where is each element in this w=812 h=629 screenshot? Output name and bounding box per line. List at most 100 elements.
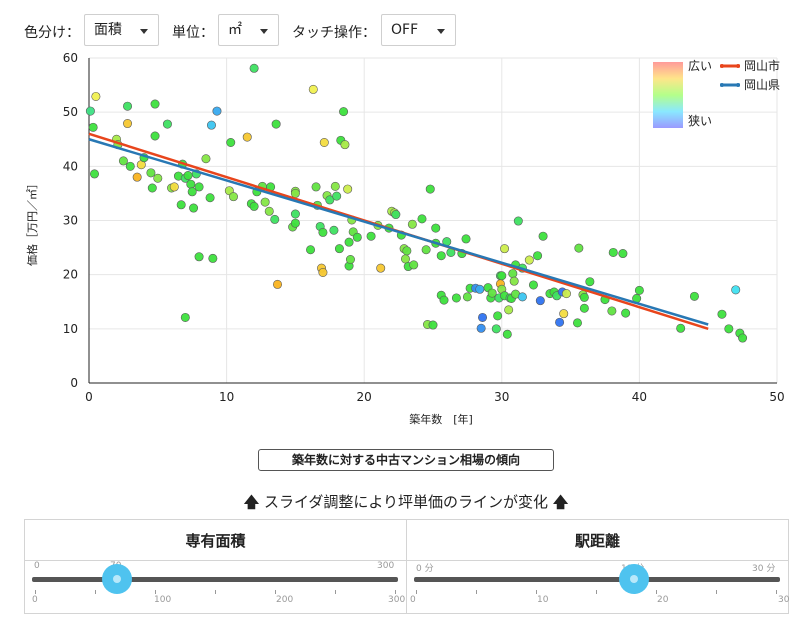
data-point [147, 183, 157, 193]
tick-mark [416, 590, 417, 594]
tick-mark [656, 590, 657, 594]
data-point [513, 216, 523, 226]
data-point [226, 138, 236, 148]
distance-slider-handle[interactable] [619, 564, 649, 594]
data-point [500, 244, 510, 254]
data-point [340, 140, 350, 150]
data-point [724, 324, 734, 334]
data-point [273, 279, 283, 289]
tick-mark [155, 590, 156, 594]
data-point [461, 234, 471, 244]
data-point [329, 225, 339, 235]
area-slider-title: 専有面積 [185, 532, 246, 550]
data-point [559, 309, 569, 319]
data-point [475, 284, 485, 294]
area-slider-track[interactable] [32, 577, 398, 582]
legend-marker-city [736, 64, 740, 68]
data-point [290, 188, 300, 198]
distance-slider-panel: 駅距離 [406, 519, 789, 614]
data-point [260, 197, 270, 207]
tick-labels: 0 10 20 30 40 50 0 10 20 30 40 50 60 [63, 51, 785, 404]
data-point [528, 280, 538, 290]
data-point [676, 323, 686, 333]
data-point [487, 288, 497, 298]
data-point [242, 132, 252, 142]
data-point [533, 251, 543, 261]
unit-select[interactable]: ㎡ [218, 14, 279, 46]
data-point [493, 311, 503, 321]
legend-scale-large: 広い [688, 59, 712, 73]
tick-mark [335, 590, 336, 594]
legend-scale-small: 狭い [688, 114, 712, 128]
legend: 広い 狭い 岡山市 岡山県 [653, 58, 780, 128]
data-point [502, 329, 512, 339]
distance-slider-title: 駅距離 [574, 532, 620, 550]
chevron-down-icon [260, 29, 268, 34]
touch-label: タッチ操作： [292, 25, 376, 41]
distance-range-min: 0 分 [416, 564, 434, 574]
data-point [451, 293, 461, 303]
distance-scale-label: 0 [410, 595, 416, 605]
touch-select[interactable]: OFF [381, 14, 456, 46]
area-slider-handle[interactable] [102, 564, 132, 594]
tick-mark [395, 590, 396, 594]
unit-label: 単位： [172, 25, 214, 41]
data-point [579, 303, 589, 313]
tick-mark [536, 590, 537, 594]
area-scale-label: 300 [388, 595, 406, 605]
data-point [206, 120, 216, 130]
data-point [431, 223, 441, 233]
tick-mark [95, 590, 96, 594]
divider [25, 560, 406, 561]
data-point [409, 260, 419, 270]
data-point [306, 245, 316, 255]
scatter-chart[interactable]: 0 10 20 30 40 50 0 10 20 30 40 50 60 広い 狭い 岡山市 岡山県 築… [0, 50, 812, 430]
data-point [352, 232, 362, 242]
slider-hint-text: スライダ調整により坪単価のラインが変化 [263, 493, 549, 511]
area-slider-panel: 専有面積 [24, 519, 407, 614]
data-point [491, 324, 501, 334]
x-tick-label: 10 [219, 390, 234, 404]
x-tick-label: 50 [769, 390, 784, 404]
y-tick-label: 0 [70, 376, 78, 390]
x-tick-label: 20 [357, 390, 372, 404]
data-point [689, 291, 699, 301]
data-point [497, 271, 507, 281]
tick-mark [35, 590, 36, 594]
data-point [439, 295, 449, 305]
data-point [132, 172, 142, 182]
data-point [205, 193, 215, 203]
unit-value: ㎡ [228, 22, 242, 38]
data-point [366, 231, 376, 241]
data-point [508, 269, 518, 279]
distance-scale-label: 10 [537, 595, 549, 605]
data-point [150, 99, 160, 109]
data-point [189, 203, 199, 213]
legend-color-scale [653, 62, 683, 128]
legend-label-prefecture: 岡山県 [744, 78, 780, 92]
area-scale-label: 200 [276, 595, 294, 605]
data-point [417, 214, 427, 224]
data-point [186, 179, 196, 189]
data-point [476, 323, 486, 333]
data-point [290, 218, 300, 228]
distance-slider-track[interactable] [414, 577, 780, 582]
data-point [400, 254, 410, 264]
data-point [345, 255, 355, 265]
data-point [311, 182, 321, 192]
data-point [318, 227, 328, 237]
data-point [561, 289, 571, 299]
distance-scale-label: 30 [778, 595, 790, 605]
data-point [376, 263, 386, 273]
data-point [607, 306, 617, 316]
data-point [407, 219, 417, 229]
y-tick-label: 10 [63, 322, 78, 336]
area-scale-label: 100 [154, 595, 172, 605]
data-point [123, 101, 133, 111]
data-point [717, 309, 727, 319]
x-tick-label: 30 [494, 390, 509, 404]
color-by-select[interactable]: 面積 [84, 14, 159, 46]
distance-scale-label: 20 [657, 595, 669, 605]
color-by-label: 色分け： [24, 25, 80, 41]
touch-value: OFF [391, 22, 419, 38]
